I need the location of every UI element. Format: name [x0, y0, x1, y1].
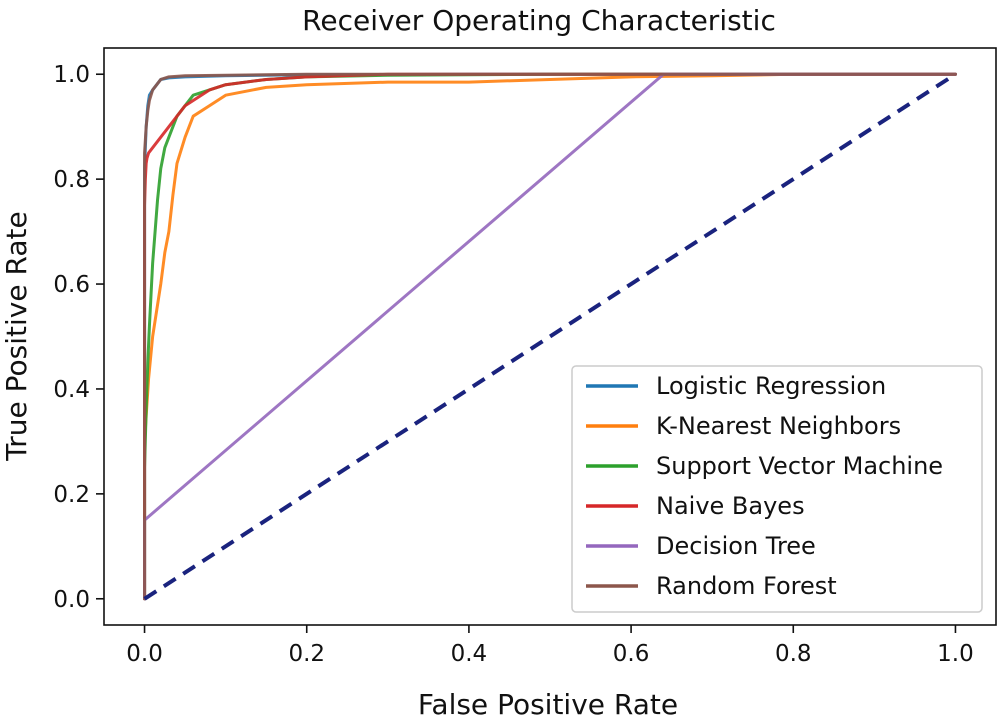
series-line-random-forest — [143, 72, 957, 601]
x-axis-ticks: 0.0 0.2 0.4 0.6 0.8 1.0 — [126, 625, 974, 667]
y-tick-label: 0.4 — [53, 377, 90, 403]
x-tick-label: 0.8 — [775, 641, 812, 667]
legend: Logistic Regression K-Nearest Neighbors Su… — [571, 365, 983, 613]
x-tick-label: 0.6 — [613, 641, 650, 667]
chart-title: Receiver Operating Characteristic — [302, 4, 776, 37]
series-layer — [143, 72, 957, 601]
x-axis-label: False Positive Rate — [418, 688, 678, 721]
y-axis-ticks: 0.0 0.2 0.4 0.6 0.8 1.0 — [53, 62, 104, 613]
legend-label-random-forest: Random Forest — [656, 572, 837, 600]
y-tick-label: 0.8 — [53, 167, 90, 193]
x-tick-label: 0.0 — [126, 641, 163, 667]
legend-label-logistic-regression: Logistic Regression — [656, 372, 886, 400]
legend-label-decision-tree: Decision Tree — [656, 532, 816, 560]
y-tick-label: 0.2 — [53, 482, 90, 508]
y-tick-label: 1.0 — [53, 62, 90, 88]
series-line-k-nearest-neighbors — [143, 72, 957, 601]
legend-label-k-nearest-neighbors: K-Nearest Neighbors — [656, 412, 901, 440]
legend-label-naive-bayes: Naive Bayes — [656, 492, 805, 520]
legend-items: Logistic Regression K-Nearest Neighbors Su… — [586, 372, 943, 600]
legend-label-support-vector-machine: Support Vector Machine — [656, 452, 943, 480]
y-tick-label: 0.0 — [53, 587, 90, 613]
y-axis-label: True Positive Rate — [0, 211, 33, 461]
x-tick-label: 0.4 — [451, 641, 488, 667]
x-tick-label: 0.2 — [288, 641, 325, 667]
y-tick-label: 0.6 — [53, 272, 90, 298]
legend-frame — [571, 365, 983, 613]
x-tick-label: 1.0 — [937, 641, 974, 667]
